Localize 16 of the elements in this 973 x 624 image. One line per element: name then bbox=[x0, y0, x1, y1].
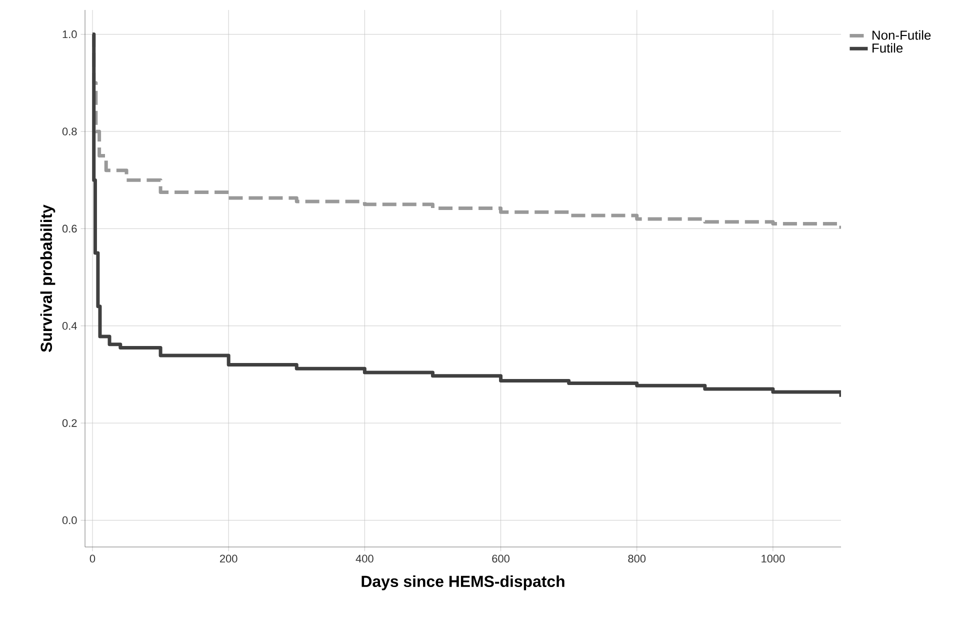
x-tick-label: 600 bbox=[492, 554, 510, 563]
y-tick-label: 0.2 bbox=[62, 419, 77, 427]
legend-label: Futile bbox=[872, 43, 903, 53]
y-tick-label: 1.0 bbox=[62, 30, 77, 38]
x-tick-label: 800 bbox=[628, 554, 646, 563]
y-tick-label: 0.4 bbox=[62, 322, 77, 330]
y-axis-title: Survival probability bbox=[40, 204, 56, 352]
x-tick-label: 1000 bbox=[762, 554, 785, 563]
y-tick-label: 0.8 bbox=[62, 128, 77, 136]
legend-label: Non-Futile bbox=[872, 30, 931, 40]
y-tick-label: 0.6 bbox=[62, 224, 77, 233]
x-axis-title: Days since HEMS-dispatch bbox=[362, 575, 564, 590]
y-tick-label: 0.0 bbox=[62, 516, 77, 524]
x-tick-label: 0 bbox=[90, 554, 96, 563]
x-tick-label: 400 bbox=[356, 554, 374, 563]
x-tick-label: 200 bbox=[220, 554, 238, 563]
